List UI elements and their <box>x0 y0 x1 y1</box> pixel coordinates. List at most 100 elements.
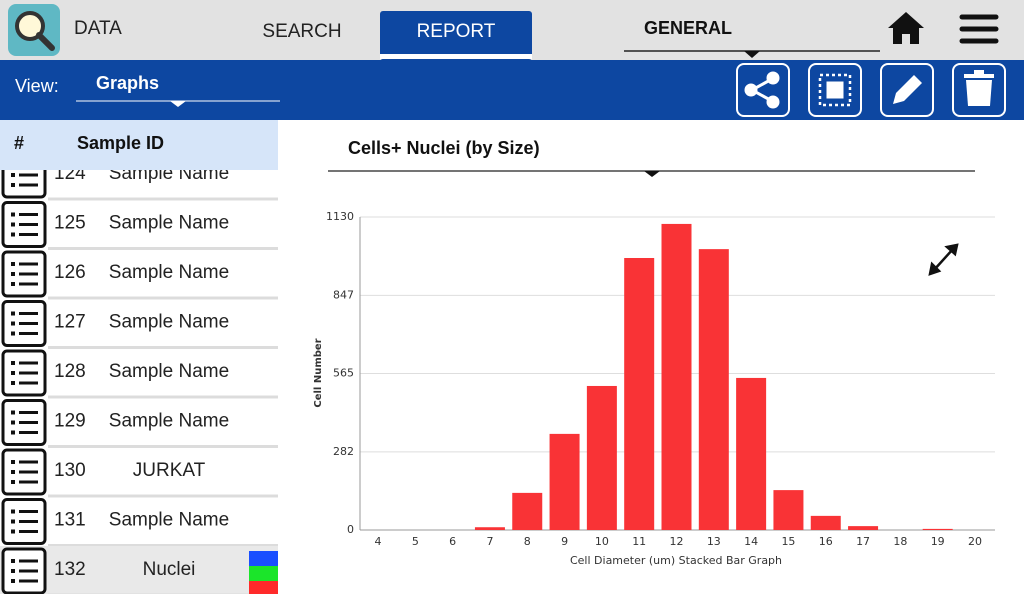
icon-line <box>19 282 38 286</box>
y-tick-label: 0 <box>347 523 354 536</box>
bar <box>586 385 617 530</box>
toolbar <box>0 60 1024 120</box>
icon-line <box>19 272 38 276</box>
dropdown[interactable]: GENERAL <box>644 18 732 38</box>
view-select[interactable]: Graphs <box>96 73 159 93</box>
icon-line <box>19 371 38 375</box>
data-tab[interactable]: DATA <box>74 18 122 39</box>
icon-dot <box>11 361 15 365</box>
bar <box>773 490 804 530</box>
list-row[interactable]: 125 Sample Name <box>1 201 278 251</box>
x-tick-label: 13 <box>707 535 721 548</box>
menu-icon[interactable] <box>959 14 999 44</box>
list-row[interactable]: 124 Sample Name <box>1 153 278 201</box>
icon-line <box>19 470 38 474</box>
icon-dot <box>11 480 15 484</box>
icon-dot <box>11 311 15 316</box>
row-name: Sample Name <box>109 262 229 283</box>
report-tab[interactable]: REPORT <box>417 21 496 42</box>
icon-line <box>19 520 38 523</box>
x-tick-label: 15 <box>781 535 795 548</box>
bar <box>698 249 729 530</box>
icon-dot <box>11 519 15 524</box>
bar <box>922 528 953 530</box>
x-tick-label: 11 <box>632 535 646 548</box>
search-tab[interactable]: SEARCH <box>262 21 341 42</box>
share-button[interactable] <box>736 63 790 117</box>
x-tick-label: 14 <box>744 535 758 548</box>
list-row[interactable]: 127 Sample Name <box>1 300 278 350</box>
report-tab-bg[interactable] <box>380 11 532 60</box>
icon-line <box>19 223 38 226</box>
share-icon <box>744 71 780 109</box>
chart-title[interactable]: Cells+ Nuclei (by Size) <box>348 138 540 158</box>
bar <box>736 377 767 530</box>
icon-dot <box>11 460 15 464</box>
icon-line <box>19 213 38 216</box>
icon-line <box>19 322 38 325</box>
select-icon <box>818 73 852 107</box>
bar <box>474 527 505 530</box>
expand-icon[interactable] <box>928 243 959 276</box>
list-header <box>0 120 278 170</box>
icon-line <box>19 460 38 464</box>
x-tick-label: 8 <box>524 535 531 548</box>
icon-line <box>19 381 38 385</box>
list-row[interactable]: 126 Sample Name <box>1 250 278 300</box>
list-row[interactable]: 128 Sample Name <box>1 349 278 399</box>
icon-line <box>19 559 38 563</box>
color-tag <box>249 566 278 581</box>
row-separator <box>48 197 278 201</box>
y-tick-label: 1130 <box>326 210 354 223</box>
x-tick-label: 5 <box>412 535 419 548</box>
row-name: Sample Name <box>109 312 229 333</box>
y-tick-label: 282 <box>333 445 354 458</box>
row-separator <box>48 247 278 250</box>
delete-button[interactable] <box>952 63 1006 117</box>
icon-line <box>19 361 38 365</box>
x-tick-label: 9 <box>561 535 568 548</box>
icon-dot <box>11 321 15 326</box>
edit-button[interactable] <box>880 63 934 117</box>
x-tick-label: 16 <box>819 535 833 548</box>
icon-line <box>19 530 38 533</box>
icon-dot <box>11 212 15 217</box>
list-row[interactable]: 130 JURKAT <box>1 448 278 498</box>
icon-dot <box>11 470 15 474</box>
view-label: View: <box>15 76 59 96</box>
x-tick-label: 20 <box>968 535 982 548</box>
plot: 0 282 565 847 1130 4 5 6 7 8 9 10 11 12 13 14 15 16 17 18 19… <box>326 210 995 548</box>
x-tick-label: 18 <box>893 535 907 548</box>
row-id: 129 <box>54 411 86 432</box>
y-tick-label: 565 <box>333 367 354 380</box>
icon-line <box>19 480 38 484</box>
icon-dot <box>11 262 15 266</box>
icon-dot <box>11 282 15 286</box>
app-logo[interactable] <box>8 4 60 56</box>
row-name: Sample Name <box>109 361 229 382</box>
view-arrow <box>170 101 186 107</box>
sample-list: 124 Sample Name 125 Sample Name 126 Sample Na… <box>0 153 278 594</box>
icon-line <box>19 510 38 513</box>
tab-indicator <box>380 54 532 59</box>
icon-dot <box>11 272 15 276</box>
row-separator <box>48 494 278 498</box>
row-separator <box>48 445 278 448</box>
list-row[interactable]: 129 Sample Name <box>1 399 278 449</box>
icon-dot <box>11 579 15 583</box>
bar <box>549 433 580 530</box>
row-separator <box>48 395 278 399</box>
row-separator <box>48 346 278 349</box>
icon-dot <box>11 509 15 514</box>
select-button[interactable] <box>808 63 862 117</box>
home-icon[interactable] <box>888 12 924 44</box>
row-id: 131 <box>54 510 86 531</box>
color-tag <box>249 581 278 594</box>
bar <box>661 223 692 530</box>
row-id: 125 <box>54 213 86 234</box>
list-row[interactable]: 132 Nuclei <box>0 546 278 594</box>
icon-line <box>19 233 38 236</box>
list-row[interactable]: 131 Sample Name <box>1 498 278 548</box>
icon-dot <box>11 173 15 177</box>
row-id: 126 <box>54 262 86 283</box>
